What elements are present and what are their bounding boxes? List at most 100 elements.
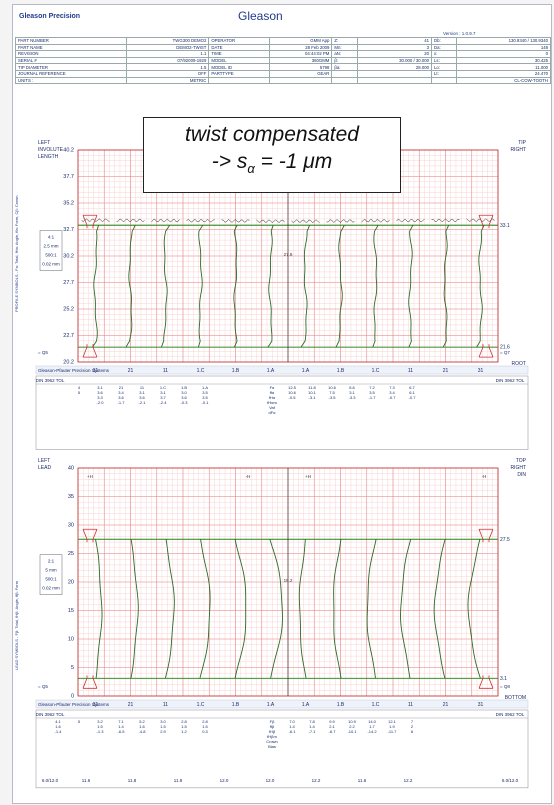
lead-top-mark: -H [246, 474, 251, 479]
tooth-label: 1.C [372, 702, 380, 708]
brand-title: Gleason [238, 9, 283, 23]
table-cell: -0.3 [181, 400, 189, 405]
lead-trace [366, 539, 377, 679]
tooth-label: 11 [408, 702, 413, 708]
table-cell: 12.5 [288, 385, 297, 390]
lead-trace [400, 539, 412, 679]
profile-tip-trace [81, 218, 110, 223]
table-cell: 4 [78, 385, 81, 390]
tooth-label: 1.A [267, 368, 275, 374]
table-cell: 3.3 [97, 395, 103, 400]
header-value [357, 76, 433, 85]
scale-label: 4:1 [48, 235, 55, 240]
table-cell: 2.9 [160, 729, 166, 734]
table-cell: 12.1 [388, 719, 397, 724]
table-key: fHβm [267, 734, 277, 739]
table-cell: 5 [78, 719, 81, 724]
results-table [35, 375, 529, 450]
callout-prefix: -> s [211, 150, 248, 173]
table-cell: 2.8 [181, 719, 187, 724]
tooth-label: 1.B [337, 702, 345, 708]
profile-tip-trace [291, 219, 320, 223]
y-tick-label: 25.2 [63, 307, 74, 313]
table-cell: 1.A [202, 385, 208, 390]
tolerance-marker [82, 214, 98, 229]
footer-brand: Gleason-Pfauter Precision Systems [38, 368, 110, 373]
table-cell: -0.1 [202, 400, 210, 405]
table-title-left: DIN 3962 TOL [36, 378, 65, 383]
lead-top-mark: +H [87, 474, 93, 479]
table-cell: 7.2 [369, 385, 375, 390]
lead-trace [269, 539, 283, 679]
table-cell: -11.7 [388, 729, 398, 734]
callout-subscript: α [247, 161, 255, 177]
scale-label: 0.02 mm [42, 586, 60, 591]
scale-label: 2:1 [48, 559, 55, 564]
lead-trace [333, 539, 342, 679]
y-tick-label: 30 [68, 523, 74, 529]
tolerance-marker [478, 344, 494, 358]
left-quality-mark: = Q5 [38, 684, 48, 689]
table-cell: 14.0 [368, 719, 377, 724]
table-cell: 2.8 [202, 719, 208, 724]
table-cell: -0.7 [389, 395, 397, 400]
table-cell: -1.7 [369, 395, 377, 400]
y-tick-label: 32.7 [63, 227, 74, 233]
table-cell: 1.7 [369, 724, 375, 729]
profile-tip-trace [151, 218, 180, 223]
tooth-label: 21 [443, 368, 449, 374]
table-footer-value: 11.9 [174, 778, 183, 783]
lead-trace [467, 539, 481, 679]
y-tick-label: 30.2 [63, 254, 74, 260]
profile-trace [372, 225, 379, 348]
table-cell: 2.1 [329, 724, 335, 729]
profile-trace [442, 225, 450, 348]
left-axis-label: LEFT [38, 458, 50, 464]
lead-trace [199, 539, 211, 679]
table-footer-value: 11.8 [128, 778, 137, 783]
table-key: Fα [270, 385, 275, 390]
tolerance-marker [82, 675, 98, 689]
table-cell: 6 [411, 729, 414, 734]
left-axis-label: LEFT [38, 140, 50, 146]
table-cell: 10.9 [348, 719, 357, 724]
profile-trace [161, 225, 171, 348]
table-cell: 5 [78, 390, 81, 395]
table-footer-value: 11.6 [358, 778, 367, 783]
table-cell: 1.6 [139, 724, 145, 729]
tooth-label: 1.A [302, 368, 310, 374]
lead-top-mark: -H [482, 474, 487, 479]
y-tick-label: 5 [71, 665, 74, 671]
y-tick-label: 40 [68, 466, 74, 472]
table-key: Bias [268, 744, 276, 749]
header-key: UNITS : [14, 76, 128, 85]
table-cell: -4.8 [139, 729, 147, 734]
tooth-label: 1.B [232, 702, 240, 708]
profile-side-label: PROFILE SYMBOLS - Fa: Total, fHa: Angle,… [14, 195, 19, 312]
y-tick-label: 25 [68, 551, 74, 557]
scale-label: 500:1 [45, 253, 57, 258]
table-cell: -6.5 [118, 729, 126, 734]
table-cell: 6.6 [349, 385, 355, 390]
table-cell: -2.4 [160, 400, 168, 405]
scale-label: 0.02 mm [42, 262, 60, 267]
y-tick-label: 20 [68, 580, 74, 586]
table-key: fHα [269, 395, 276, 400]
profile-trace [335, 225, 345, 348]
right-axis-label: RIGHT [510, 465, 526, 471]
table-cell: -7.1 [309, 729, 317, 734]
callout-line-1: twist compensated [185, 123, 359, 146]
header-row: SERIAL #07/92009-1929 MODEL 360GMM β: 30.000… [14, 56, 552, 65]
results-table [35, 709, 529, 789]
eval-label-upper: 33.1 [500, 223, 510, 229]
eval-label-lower: 3.1 [500, 676, 507, 682]
table-footer-value: 12.0 [220, 778, 229, 783]
table-cell: 21 [119, 385, 124, 390]
tooth-label: 21 [128, 368, 134, 374]
table-cell: 7 [411, 719, 414, 724]
profile-trace [267, 225, 274, 348]
y-tick-label: 20.2 [63, 360, 74, 366]
scale-label: 5 mm [45, 568, 57, 573]
right-quality-mark: = Q7 [500, 350, 510, 355]
table-footer-right: 6.0/12.0 [502, 778, 519, 783]
